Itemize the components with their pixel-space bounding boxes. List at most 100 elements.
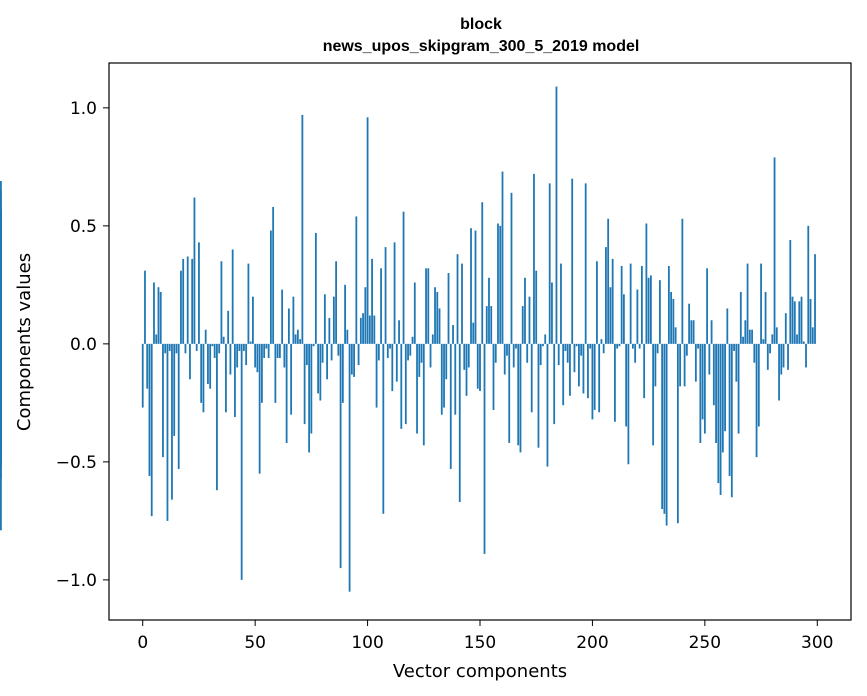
bar: [402, 211, 405, 344]
bar: [800, 296, 803, 344]
bar: [368, 315, 371, 344]
bar: [670, 291, 673, 344]
bar: [575, 343, 578, 347]
bar: [452, 324, 454, 344]
bar: [681, 218, 684, 344]
bar: [775, 327, 778, 344]
bar: [616, 343, 619, 349]
bar: [584, 183, 587, 344]
bar: [236, 343, 239, 368]
bar: [380, 268, 382, 344]
bar: [533, 173, 535, 344]
bar: [488, 277, 490, 344]
bar: [416, 343, 418, 434]
bar: [744, 320, 747, 344]
bar: [427, 268, 430, 344]
bar: [436, 291, 439, 344]
bar: [596, 261, 598, 344]
bar: [515, 343, 517, 349]
bar: [440, 343, 443, 415]
bar: [699, 343, 702, 443]
bar: [247, 263, 250, 344]
bar: [730, 343, 733, 498]
bar: [389, 343, 391, 349]
bar: [323, 294, 326, 344]
bar: [382, 343, 385, 514]
bar: [312, 343, 315, 347]
bar: [162, 343, 164, 458]
bar: [465, 343, 468, 396]
bar: [782, 343, 785, 368]
bar: [153, 282, 155, 344]
y-tick-label: −0.5: [56, 453, 97, 473]
bar: [431, 334, 434, 344]
bar: [434, 287, 436, 344]
bar: [220, 261, 223, 344]
bar: [780, 343, 783, 375]
bar: [454, 343, 457, 415]
bar: [443, 343, 445, 408]
bar: [218, 343, 221, 354]
bar: [404, 343, 407, 425]
bar: [479, 343, 481, 392]
bar: [328, 317, 331, 344]
bar: [757, 343, 760, 427]
bar: [557, 343, 560, 366]
bar: [717, 343, 720, 484]
bar: [317, 343, 320, 394]
bar: [299, 339, 302, 344]
bar: [258, 343, 261, 474]
bar: [305, 343, 308, 366]
bar: [359, 317, 362, 344]
bar: [474, 230, 477, 344]
y-axis-label: Components values: [14, 253, 35, 431]
bar: [560, 263, 562, 344]
bar: [227, 310, 230, 344]
bar: [697, 343, 699, 349]
bar: [225, 343, 227, 413]
bar: [470, 228, 472, 344]
bar: [375, 343, 378, 408]
bar: [753, 343, 756, 363]
bar: [445, 343, 448, 380]
bar: [337, 343, 340, 356]
bar: [326, 343, 328, 380]
bar: [497, 223, 499, 344]
bar: [456, 254, 459, 344]
bar: [371, 258, 373, 344]
bar: [447, 273, 450, 344]
bar: [467, 343, 470, 368]
bar: [600, 339, 603, 344]
y-tick-label: 0.0: [70, 335, 97, 355]
bar: [164, 343, 167, 354]
plot-frame: [108, 62, 852, 621]
bar: [762, 339, 765, 344]
bar: [209, 343, 212, 389]
bar: [688, 303, 691, 344]
bar: [294, 334, 297, 344]
bar: [542, 343, 544, 347]
bar: [802, 341, 805, 344]
bar: [263, 343, 266, 359]
bar: [679, 343, 682, 387]
bar: [569, 343, 571, 396]
bar: [267, 343, 270, 359]
bar: [773, 157, 776, 344]
bar: [640, 265, 643, 344]
bar: [330, 343, 333, 361]
bar: [272, 206, 275, 344]
bar: [519, 343, 522, 453]
bar: [184, 343, 187, 354]
y-tick-label: 1.0: [70, 99, 97, 119]
bar: [483, 343, 486, 554]
bar: [760, 263, 762, 344]
bar: [748, 329, 751, 344]
bar: [683, 343, 686, 387]
bar: [506, 343, 508, 356]
bar: [211, 343, 214, 347]
bar: [222, 336, 225, 344]
bar: [186, 256, 189, 344]
bar: [746, 263, 749, 344]
bar: [350, 343, 353, 375]
bar: [429, 343, 432, 368]
